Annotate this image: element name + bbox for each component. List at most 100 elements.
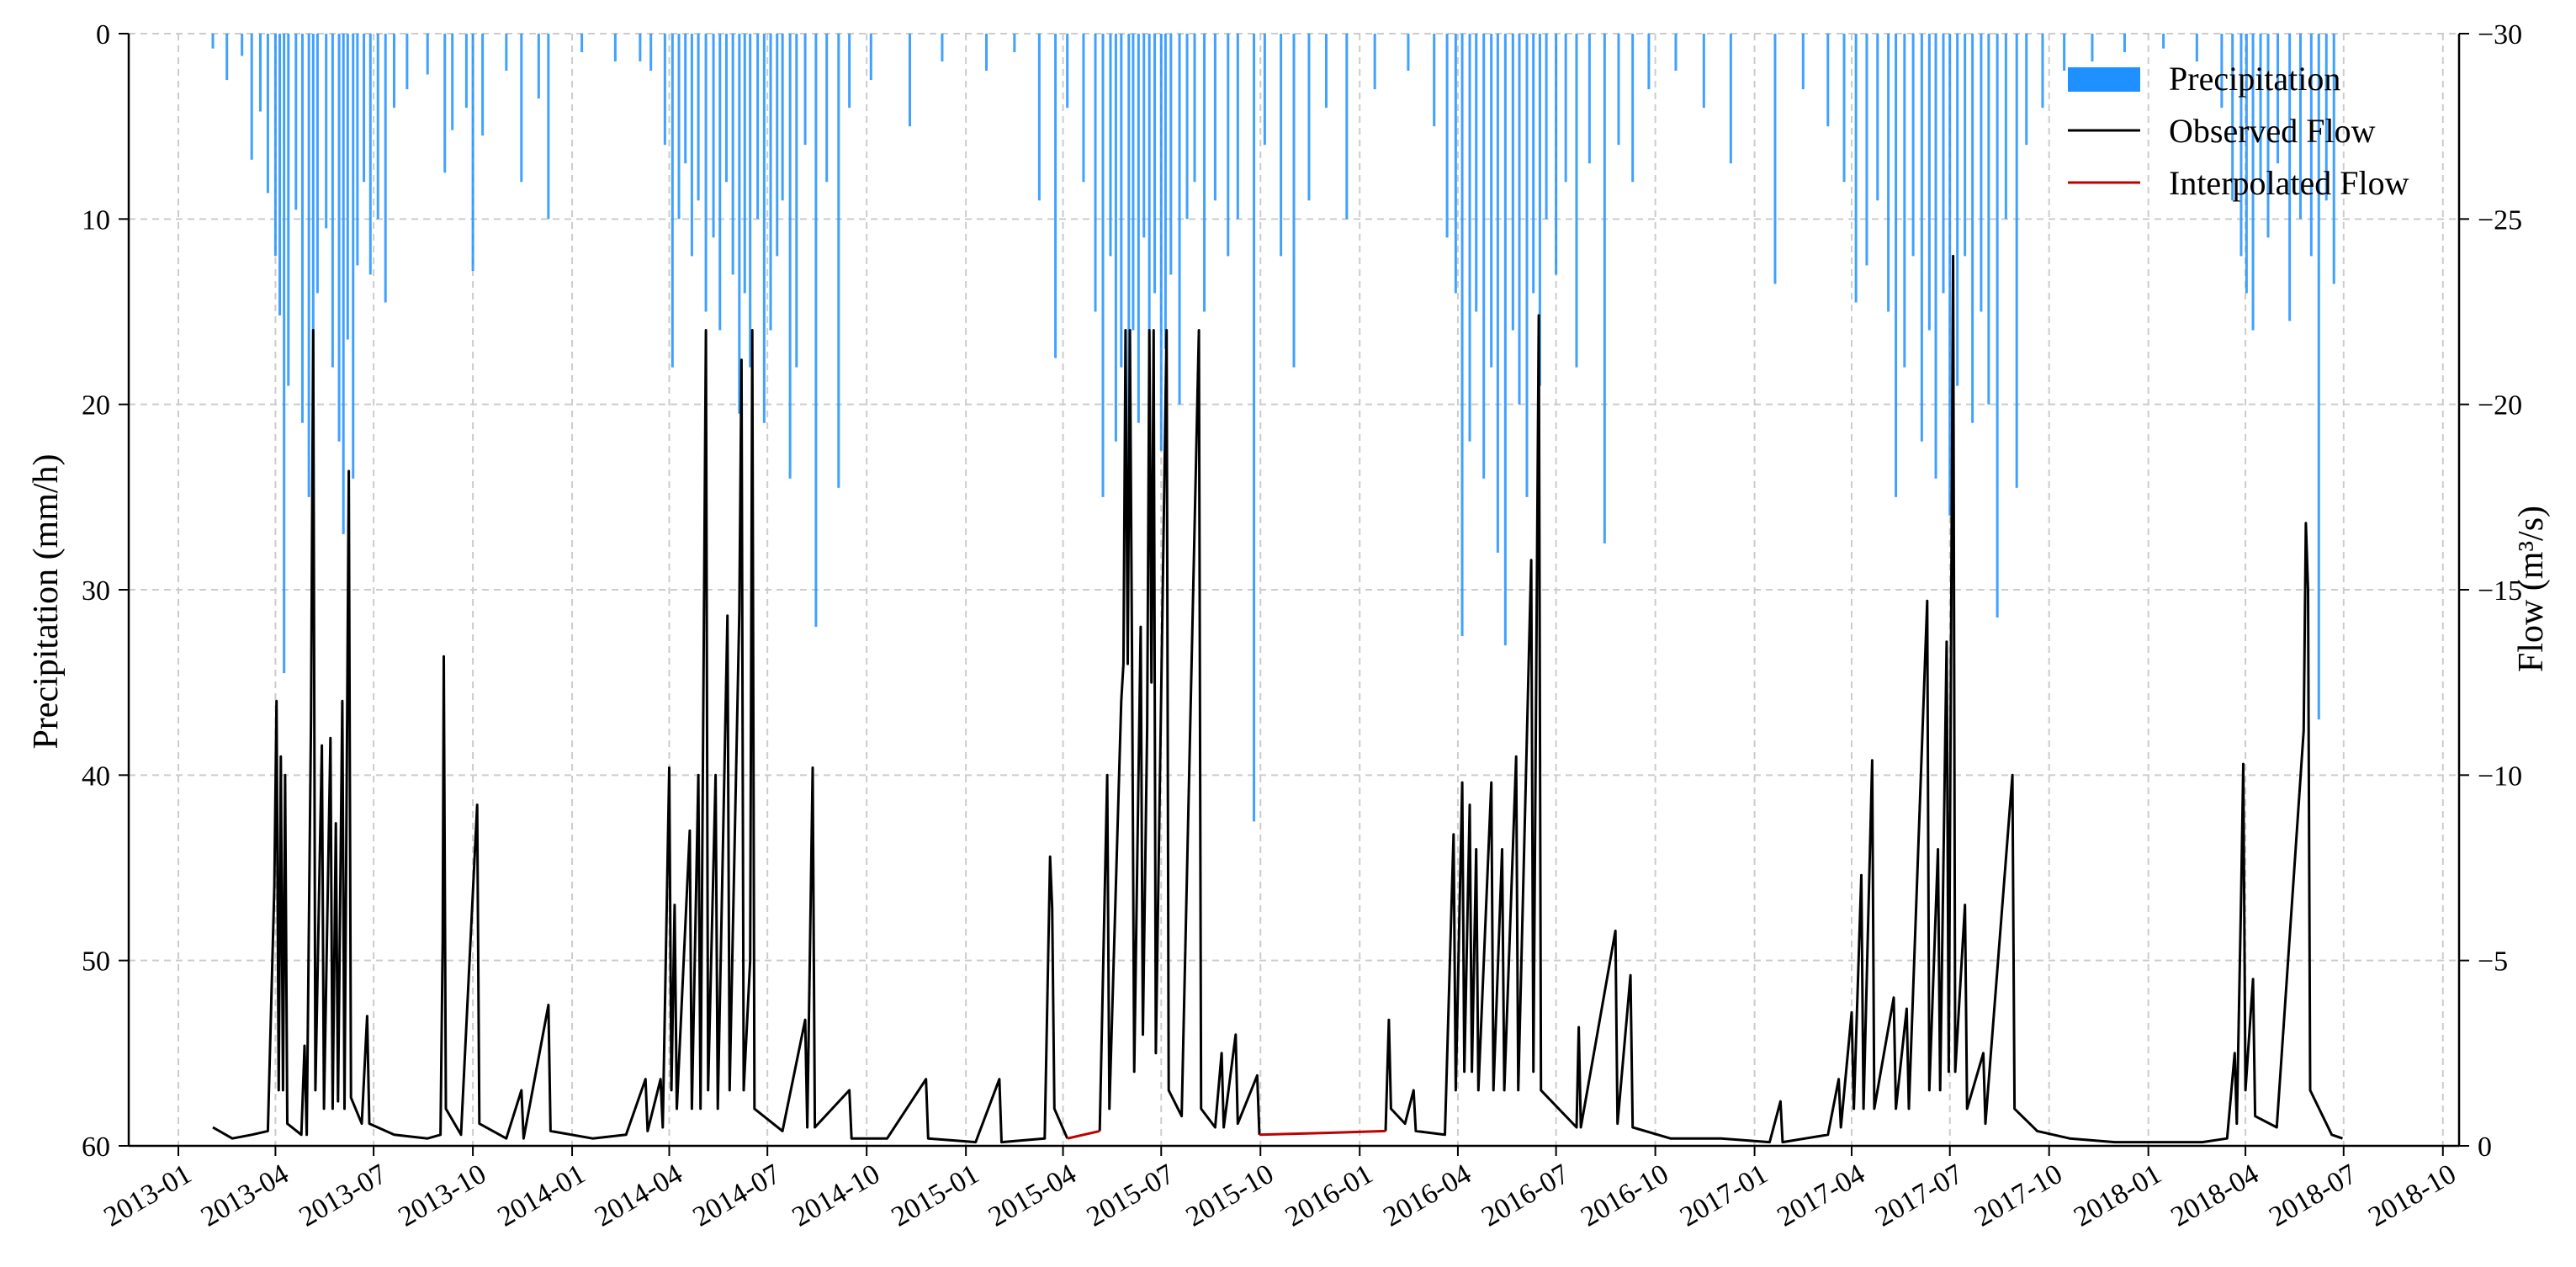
precipitation-bar: [756, 34, 760, 220]
precipitation-bar: [2195, 34, 2198, 62]
precipitation-bar: [781, 34, 784, 201]
precipitation-bar: [663, 34, 666, 146]
precipitation-bar: [2231, 34, 2234, 201]
interpolated-flow-line: [1067, 1129, 1100, 1140]
precipitation-bar: [613, 34, 617, 62]
precipitation-bar: [1153, 34, 1157, 294]
x-tick-label: 2014-07: [688, 1158, 787, 1233]
precipitation-bar: [1475, 34, 1478, 312]
right-tick-label: −30: [2478, 19, 2522, 50]
precipitation-bar: [337, 34, 341, 442]
precipitation-bar: [2251, 34, 2255, 331]
grid: [129, 33, 2459, 1147]
precipitation-bar: [704, 34, 708, 312]
precipitation-bar: [1948, 34, 1952, 516]
precipitation-bar: [405, 34, 409, 90]
x-tick-label: 2017-04: [1772, 1158, 1870, 1233]
precipitation-bar: [724, 34, 728, 183]
x-tick-label: 2016-01: [1280, 1158, 1379, 1233]
precipitation-bar: [1454, 34, 1457, 294]
precipitation-bar: [1482, 34, 1486, 479]
precipitation-bar: [1876, 34, 1879, 201]
precipitation-bar: [1132, 34, 1135, 331]
precipitation-bar: [278, 34, 282, 315]
precipitation-bar: [769, 34, 772, 331]
precipitation-bar: [1468, 34, 1471, 442]
precipitation-bar: [718, 34, 722, 331]
precipitation-bar: [464, 34, 468, 109]
precipitation-bar: [1101, 34, 1105, 497]
left-axis-title: Precipitation (mm/h): [27, 453, 66, 749]
observed-flow-line: [1098, 329, 1261, 1135]
precipitation-bar: [2317, 34, 2320, 720]
left-tick-label: 40: [82, 761, 110, 792]
precipitation-bar: [1773, 34, 1777, 284]
precipitation-bar: [1702, 34, 1705, 109]
precipitation-bar: [825, 34, 829, 183]
precipitation-bar: [1575, 34, 1578, 368]
precipitation-bar: [749, 34, 752, 368]
x-tick-label: 2015-04: [983, 1158, 1082, 1233]
x-tick-label: 2018-01: [2069, 1158, 2167, 1233]
precipitation-bar: [346, 34, 349, 340]
x-tick-label: 2018-07: [2264, 1158, 2362, 1233]
right-tick-label: −15: [2478, 575, 2522, 607]
precipitation-bar: [471, 34, 474, 272]
precipitation-bar: [776, 34, 779, 257]
precipitation-bar: [1227, 34, 1230, 257]
x-tick-label: 2017-10: [1969, 1158, 2068, 1233]
precipitation-bar: [1013, 34, 1016, 53]
precipitation-bar: [1109, 34, 1112, 257]
precipitation-bar: [225, 34, 229, 81]
precipitation-bar: [1373, 34, 1376, 90]
precipitation-bar: [1927, 34, 1931, 331]
legend-label-observed-flow: Observed Flow: [2169, 112, 2376, 150]
legend-label-precipitation: Precipitation: [2169, 60, 2340, 98]
precipitation-bar: [2288, 34, 2292, 321]
precipitation-bar: [1292, 34, 1296, 368]
precipitation-bar: [1826, 34, 1830, 127]
precipitation-bar: [342, 34, 345, 534]
precipitation-bar: [1956, 34, 1959, 386]
precipitation-bar: [2063, 34, 2066, 72]
precipitation-bar: [300, 34, 304, 423]
flow-lines: [212, 254, 2343, 1144]
precipitation-bar: [743, 34, 746, 294]
x-tick-label: 2016-10: [1576, 1158, 1674, 1233]
precipitation-bar: [1407, 34, 1410, 72]
precipitation-bar: [1503, 34, 1507, 646]
interpolated-flow-line: [1259, 1129, 1386, 1137]
precipitation-bar: [985, 34, 989, 72]
precipitation-bar: [2309, 34, 2313, 257]
precipitation-bar: [368, 34, 372, 275]
precipitation-bar: [814, 34, 818, 628]
precipitation-bar: [697, 34, 700, 201]
right-tick-label: −20: [2478, 390, 2522, 421]
x-tick-label: 2013-10: [393, 1158, 491, 1233]
precipitation-bar: [1148, 34, 1151, 386]
x-tick-label: 2015-07: [1082, 1158, 1180, 1233]
precipitation-bar: [1617, 34, 1620, 146]
precipitation-bar: [1114, 34, 1117, 442]
precipitation-bar: [1137, 34, 1140, 423]
precipitation-bar: [712, 34, 715, 238]
precipitation-bar: [1263, 34, 1266, 146]
precipitation-bar: [505, 34, 508, 72]
precipitation-bar: [376, 34, 379, 220]
x-tick-label: 2017-07: [1870, 1158, 1969, 1233]
x-tick-label: 2015-01: [887, 1158, 985, 1233]
precipitation-bar: [2266, 34, 2270, 238]
right-tick-label: 0: [2478, 1132, 2492, 1163]
precipitation-bar: [795, 34, 798, 368]
precipitation-bar: [211, 34, 215, 49]
precipitation-bar: [1729, 34, 1732, 164]
precipitation-bar: [1203, 34, 1206, 312]
precipitation-bar: [1518, 34, 1521, 405]
x-tick-label: 2018-10: [2363, 1158, 2462, 1233]
precipitation-bar: [537, 34, 540, 99]
precipitation-bar: [315, 34, 319, 294]
precipitation-bar: [762, 34, 766, 423]
precipitation-bar: [671, 34, 674, 368]
